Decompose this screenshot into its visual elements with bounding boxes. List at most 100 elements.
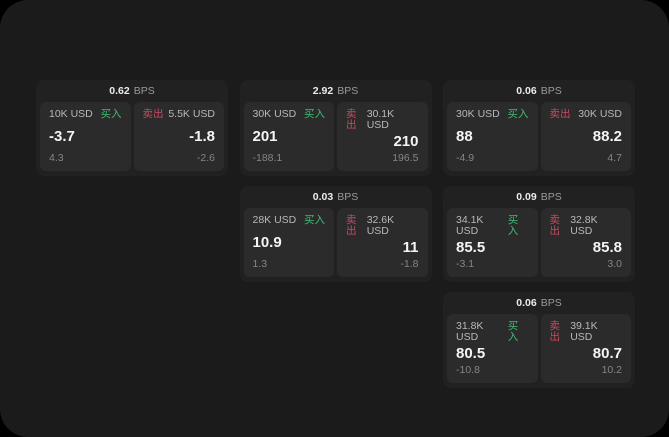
sell-tag: 卖出	[549, 320, 561, 343]
buy-sell-panels: 34.1K USD 买入 85.5 -3.1 卖出 32.8K USD 85.8…	[447, 208, 631, 277]
buy-amount: 34.1K USD	[456, 214, 484, 237]
sell-change: 196.5	[392, 151, 419, 164]
sell-change: 10.2	[601, 363, 622, 376]
buy-label-row: 34.1K USD 买入	[456, 215, 529, 236]
sell-amount: 32.6K USD	[366, 214, 395, 237]
sell-price: 88.2	[592, 127, 622, 145]
sell-price: 210	[393, 132, 419, 150]
buy-panel[interactable]: 28K USD 买入 10.9 1.3	[243, 208, 334, 277]
sell-label-row: 卖出 30.1K USD	[346, 109, 419, 130]
bps-header: 0.06 BPS	[447, 80, 631, 102]
buy-amount: 10K USD	[49, 108, 93, 120]
sell-label-row: 卖出 30K USD	[550, 109, 623, 120]
bps-value: 2.92	[312, 84, 334, 97]
sell-label-row: 卖出 39.1K USD	[550, 321, 623, 342]
buy-sell-panels: 10K USD 买入 -3.7 4.3 卖出 5.5K USD -1.8 -2.…	[40, 102, 224, 171]
buy-change: -10.8	[456, 363, 480, 376]
buy-sell-panels: 28K USD 买入 10.9 1.3 卖出 32.6K USD 11 -1.8	[243, 208, 428, 277]
buy-amount: 30K USD	[456, 108, 500, 120]
quote-card-grid: 0.62 BPS 10K USD 买入 -3.7 4.3 卖出 5.5K USD	[36, 80, 635, 388]
buy-label-row: 10K USD 买入	[49, 109, 122, 120]
bps-unit-label: BPS	[540, 296, 562, 309]
sell-change: -1.8	[400, 257, 419, 270]
buy-panel[interactable]: 34.1K USD 买入 85.5 -3.1	[447, 208, 538, 277]
buy-amount: 30K USD	[252, 108, 297, 120]
bps-header: 2.92 BPS	[244, 80, 428, 102]
buy-price: -3.7	[49, 127, 75, 145]
bps-value: 0.09	[516, 190, 537, 203]
buy-change: -188.1	[252, 151, 283, 164]
buy-change: 4.3	[49, 151, 64, 164]
sell-panel[interactable]: 卖出 39.1K USD 80.7 10.2	[540, 314, 631, 383]
bps-value: 0.06	[516, 296, 537, 309]
sell-label-row: 卖出 32.6K USD	[346, 215, 419, 236]
sell-tag: 卖出	[346, 214, 357, 237]
sell-price: 11	[402, 238, 419, 256]
buy-price: 80.5	[456, 344, 486, 362]
quote-card: 0.06 BPS 31.8K USD 买入 80.5 -10.8 卖出 39.1…	[443, 292, 635, 388]
buy-label-row: 28K USD 买入	[253, 215, 326, 226]
sell-panel[interactable]: 卖出 32.6K USD 11 -1.8	[337, 208, 428, 277]
bps-unit-label: BPS	[540, 84, 562, 97]
bps-unit-label: BPS	[337, 84, 359, 97]
buy-price: 85.5	[456, 238, 486, 256]
bps-value: 0.62	[109, 84, 130, 97]
sell-tag: 卖出	[346, 108, 357, 131]
bps-header: 0.06 BPS	[447, 292, 631, 314]
sell-amount: 30.1K USD	[366, 108, 395, 131]
sell-amount: 32.8K USD	[570, 214, 598, 237]
bps-unit-label: BPS	[133, 84, 155, 97]
buy-change: 1.3	[252, 257, 268, 270]
bps-header: 0.62 BPS	[40, 80, 224, 102]
buy-change: -3.1	[456, 257, 475, 270]
sell-amount: 5.5K USD	[168, 108, 215, 120]
buy-panel[interactable]: 31.8K USD 买入 80.5 -10.8	[447, 314, 538, 383]
quote-card: 0.62 BPS 10K USD 买入 -3.7 4.3 卖出 5.5K USD	[36, 80, 228, 176]
buy-sell-panels: 30K USD 买入 88 -4.9 卖出 30K USD 88.2 4.7	[447, 102, 631, 171]
sell-change: 3.0	[607, 257, 622, 270]
sell-price: 80.7	[592, 344, 622, 362]
buy-tag: 买入	[304, 108, 325, 120]
buy-price: 88	[456, 127, 473, 145]
sell-price: -1.8	[189, 127, 215, 145]
buy-change: -4.9	[456, 151, 475, 164]
sell-panel[interactable]: 卖出 32.8K USD 85.8 3.0	[540, 208, 631, 277]
buy-label-row: 30K USD 买入	[456, 109, 529, 120]
bps-unit-label: BPS	[337, 190, 359, 203]
quote-card: 0.09 BPS 34.1K USD 买入 85.5 -3.1 卖出 32.8K…	[443, 186, 635, 282]
bps-header: 0.09 BPS	[447, 186, 631, 208]
sell-amount: 39.1K USD	[570, 320, 598, 343]
bps-unit-label: BPS	[540, 190, 562, 203]
buy-tag: 买入	[507, 108, 529, 120]
buy-panel[interactable]: 30K USD 买入 88 -4.9	[447, 102, 538, 171]
sell-tag: 卖出	[142, 108, 164, 120]
bps-header: 0.03 BPS	[244, 186, 428, 208]
buy-panel[interactable]: 10K USD 买入 -3.7 4.3	[40, 102, 131, 171]
buy-price: 10.9	[252, 233, 282, 251]
sell-label-row: 卖出 32.8K USD	[550, 215, 623, 236]
buy-tag: 买入	[304, 214, 325, 226]
buy-amount: 28K USD	[252, 214, 297, 226]
buy-label-row: 30K USD 买入	[253, 109, 326, 120]
buy-price: 201	[252, 127, 278, 145]
bps-value: 0.03	[312, 190, 334, 203]
sell-panel[interactable]: 卖出 5.5K USD -1.8 -2.6	[133, 102, 224, 171]
buy-tag: 买入	[507, 320, 519, 343]
buy-sell-panels: 30K USD 买入 201 -188.1 卖出 30.1K USD 210 1…	[243, 102, 428, 171]
buy-panel[interactable]: 30K USD 买入 201 -188.1	[243, 102, 334, 171]
sell-panel[interactable]: 卖出 30.1K USD 210 196.5	[337, 102, 428, 171]
sell-panel[interactable]: 卖出 30K USD 88.2 4.7	[540, 102, 631, 171]
quote-card: 2.92 BPS 30K USD 买入 201 -188.1 卖出 30.1K …	[239, 80, 432, 176]
buy-tag: 买入	[100, 108, 122, 120]
sell-tag: 卖出	[549, 214, 561, 237]
sell-amount: 30K USD	[578, 108, 622, 120]
buy-label-row: 31.8K USD 买入	[456, 321, 529, 342]
quote-card: 0.03 BPS 28K USD 买入 10.9 1.3 卖出 32.6K US…	[239, 186, 432, 282]
buy-tag: 买入	[507, 214, 519, 237]
quote-card: 0.06 BPS 30K USD 买入 88 -4.9 卖出 30K USD	[443, 80, 635, 176]
buy-sell-panels: 31.8K USD 买入 80.5 -10.8 卖出 39.1K USD 80.…	[447, 314, 631, 383]
buy-amount: 31.8K USD	[456, 320, 484, 343]
bps-value: 0.06	[516, 84, 537, 97]
sell-label-row: 卖出 5.5K USD	[143, 109, 216, 120]
